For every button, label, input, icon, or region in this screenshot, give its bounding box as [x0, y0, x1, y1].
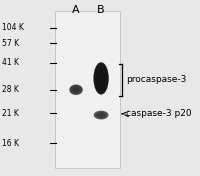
Ellipse shape — [94, 111, 108, 120]
FancyBboxPatch shape — [55, 11, 120, 168]
Ellipse shape — [93, 62, 109, 95]
Text: 41 K: 41 K — [2, 58, 19, 67]
Text: 21 K: 21 K — [2, 109, 19, 118]
Ellipse shape — [96, 112, 106, 118]
Text: 16 K: 16 K — [2, 139, 19, 147]
Text: A: A — [72, 5, 79, 15]
Ellipse shape — [71, 86, 81, 93]
Ellipse shape — [97, 70, 105, 87]
Text: 57 K: 57 K — [2, 39, 20, 48]
Ellipse shape — [69, 84, 83, 95]
Text: B: B — [97, 5, 105, 15]
Text: procaspase-3: procaspase-3 — [126, 75, 186, 84]
Ellipse shape — [95, 65, 108, 92]
Ellipse shape — [73, 87, 79, 92]
Text: 28 K: 28 K — [2, 85, 19, 94]
Text: caspase-3 p20: caspase-3 p20 — [126, 109, 192, 118]
Ellipse shape — [98, 113, 104, 117]
Text: 104 K: 104 K — [2, 23, 24, 32]
